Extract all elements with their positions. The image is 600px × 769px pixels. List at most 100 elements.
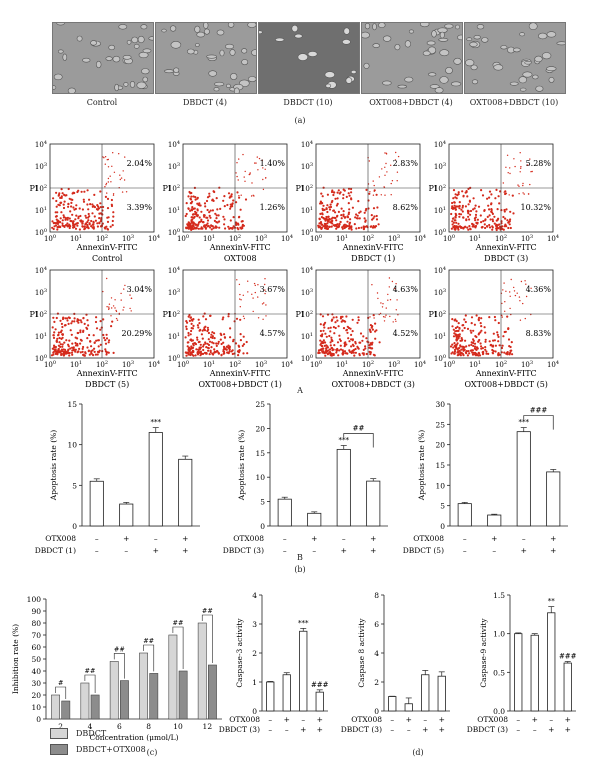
flow-dots [184,153,267,231]
flow-dot [465,352,468,355]
flow-dot [347,192,350,195]
flow-dot [460,208,463,211]
flow-dot [454,208,457,211]
flow-dot [195,348,198,351]
flow-dot [352,351,355,354]
flow-dot [256,156,258,158]
flow-dot [77,321,80,324]
y-tick-label: 0 [36,715,41,724]
flow-dot [395,320,397,322]
flow-dot [223,195,226,198]
flow-dot [497,195,500,198]
flow-dot [184,336,187,339]
flow-dot [356,214,359,217]
flow-dot [520,160,522,162]
flow-dot [479,342,482,345]
y-tick-exponent: 2 [44,184,47,190]
flow-dot [202,352,205,355]
flow-dot [188,313,191,317]
flow-dot [104,195,107,198]
bar [437,675,446,712]
flow-dot [84,351,87,354]
quadrant-ur-percent: 2.04% [127,159,153,168]
bar-dbdct-otx008 [208,664,217,720]
y-tick-label: 5 [260,498,265,507]
flow-dot [325,215,328,219]
flow-dot [239,333,242,336]
flow-dot [371,341,374,344]
panel-label-b: (b) [294,565,306,574]
flow-dot [351,206,354,209]
y-axis-label: PI [162,184,171,193]
flow-dot [65,317,69,320]
flow-dot [215,217,218,220]
flow-dot [192,324,195,327]
flow-dot [508,223,511,226]
flow-dot [467,228,470,231]
flow-plot-caption: OXT008 [224,254,257,263]
flow-dot [110,204,114,208]
cell-shape [528,23,538,30]
flow-dot [364,345,367,348]
flow-dot [54,345,58,349]
flow-dot [63,341,66,344]
flow-dot [453,204,456,207]
x-tick-label: 100 [310,360,322,369]
flow-dot [66,222,69,225]
flow-dot [119,174,121,176]
bar [516,431,531,527]
flow-dot [112,193,115,195]
flow-dot [79,214,82,218]
cell-shape [123,82,129,87]
flow-dot [460,339,463,342]
flow-dot [385,314,387,316]
flow-dot [242,294,244,296]
flow-dot [485,350,488,353]
y-tick-label: 101 [168,332,180,341]
flow-dot [326,193,329,196]
flow-dot [380,194,382,196]
treatment-row-label: OTX008 [229,715,260,724]
flow-dot [225,348,228,351]
flow-dot [58,336,61,340]
flow-dot [204,341,207,344]
x-tick-label: 103 [521,234,533,243]
flow-dot [62,203,65,206]
cell-shape [208,70,218,77]
flow-dot [453,201,456,204]
flow-dot [343,343,347,346]
flow-dot [524,317,526,320]
flow-dot [453,348,457,351]
legend-swatch [50,744,68,755]
flow-dot [455,338,458,341]
flow-dot [231,352,234,356]
flow-dot [347,211,351,214]
flow-dot [502,289,504,291]
flow-dot [367,341,370,344]
flow-dot [119,178,122,181]
flow-dot [466,327,470,330]
flow-dot [463,326,466,330]
flow-dot [64,317,67,320]
y-tick-exponent: 4 [177,140,180,146]
flow-dot [496,333,499,336]
flow-dot [365,207,368,211]
flow-dot [490,208,493,211]
flow-dot [230,195,233,198]
treatment-sign: – [390,715,394,724]
flow-dot [374,330,377,333]
flow-dot [480,221,483,224]
y-tick-label: 103 [168,162,180,171]
x-tick-label: 103 [388,234,400,243]
cell-shape [226,83,231,89]
flow-dot [104,156,107,158]
flow-dot [370,214,373,217]
flow-dot [480,325,483,328]
flow-dot [511,194,514,197]
flow-dot [362,225,365,228]
flow-dot [88,223,91,226]
y-tick-label: 10 [435,481,445,490]
bar-dbdct [80,682,90,720]
flow-dot [454,330,457,333]
flow-dot [502,228,505,231]
